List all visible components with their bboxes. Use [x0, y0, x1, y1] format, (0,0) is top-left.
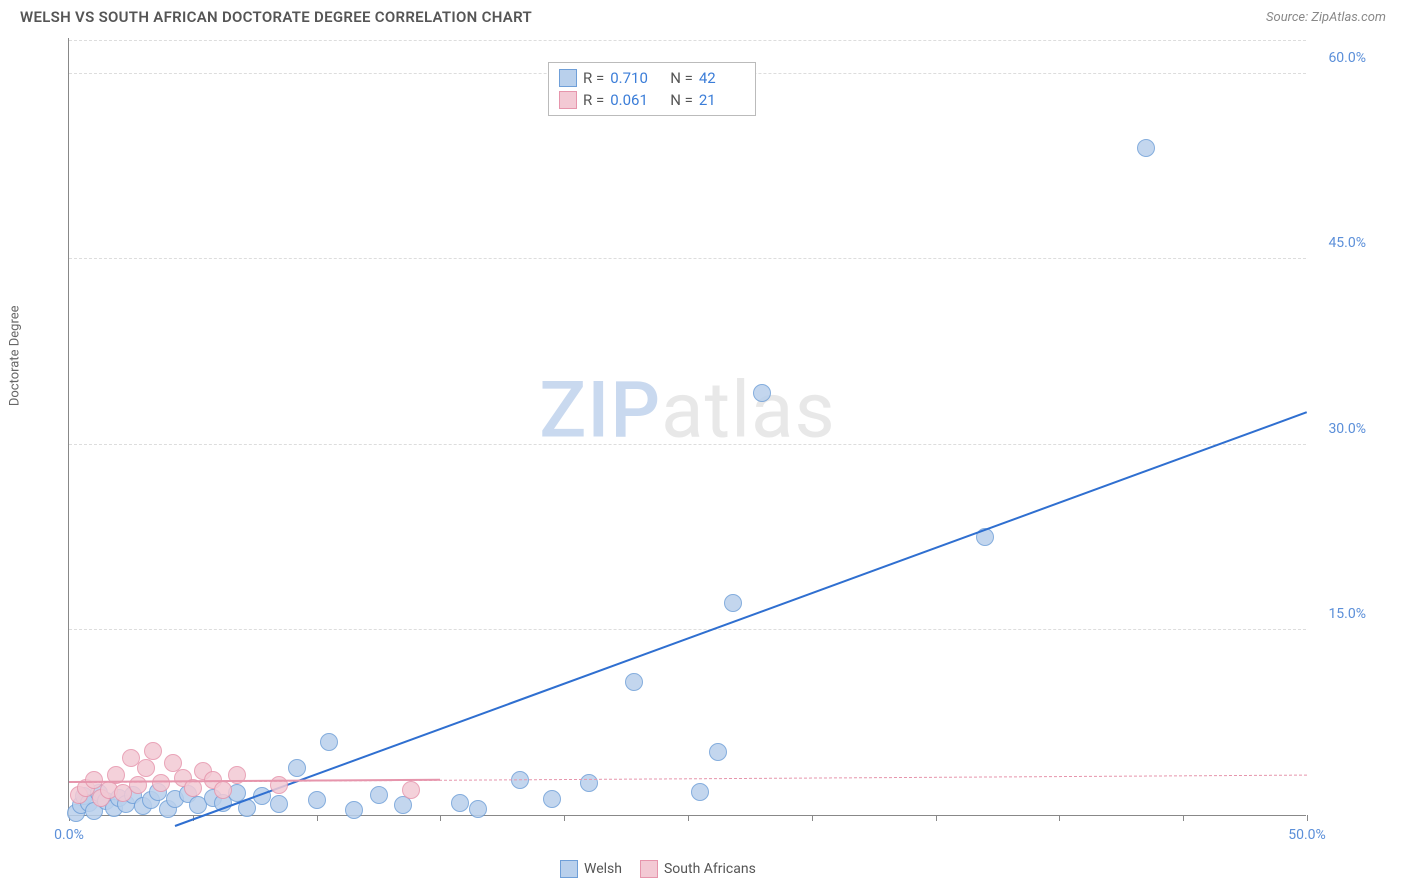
- data-point: [709, 743, 727, 761]
- legend-series: Welsh South Africans: [560, 860, 756, 878]
- trend-line: [69, 779, 440, 783]
- y-tick-label: 60.0%: [1328, 50, 1366, 66]
- x-tick-label: 0.0%: [54, 827, 84, 843]
- data-point: [129, 776, 147, 794]
- x-tick: [564, 815, 565, 821]
- data-point: [1137, 139, 1155, 157]
- legend-r-label: R =: [583, 69, 604, 87]
- legend-swatch: [559, 91, 577, 109]
- data-point: [288, 759, 306, 777]
- x-tick: [440, 815, 441, 821]
- data-point: [370, 786, 388, 804]
- legend-correlation-row: R = 0.710 N = 42: [559, 67, 745, 89]
- x-tick: [317, 815, 318, 821]
- data-point: [144, 742, 162, 760]
- gridline: [69, 444, 1306, 445]
- y-tick-label: 30.0%: [1328, 421, 1366, 437]
- legend-n-value: 21: [699, 91, 745, 109]
- legend-n-label: N =: [670, 69, 693, 87]
- x-tick: [1059, 815, 1060, 821]
- y-tick-label: 15.0%: [1328, 606, 1366, 622]
- legend-series-label: Welsh: [584, 861, 622, 877]
- data-point: [214, 781, 232, 799]
- legend-r-label: R =: [583, 91, 604, 109]
- legend-series-item: Welsh: [560, 860, 622, 878]
- data-point: [308, 791, 326, 809]
- legend-series-label: South Africans: [664, 861, 756, 877]
- x-tick: [688, 815, 689, 821]
- x-tick: [1183, 815, 1184, 821]
- header: WELSH VS SOUTH AFRICAN DOCTORATE DEGREE …: [0, 0, 1406, 30]
- data-point: [753, 384, 771, 402]
- legend-correlation-row: R = 0.061 N = 21: [559, 89, 745, 111]
- data-point: [691, 783, 709, 801]
- legend-swatch: [559, 69, 577, 87]
- gridline: [69, 629, 1306, 630]
- x-tick: [812, 815, 813, 821]
- legend-series-item: South Africans: [640, 860, 756, 878]
- plot-area: ZIPatlas 15.0%30.0%45.0%60.0%0.0%50.0%: [68, 38, 1306, 816]
- y-axis-label: Doctorate Degree: [8, 305, 23, 406]
- legend-swatch: [640, 860, 658, 878]
- legend-r-value: 0.061: [610, 91, 656, 109]
- chart-title: WELSH VS SOUTH AFRICAN DOCTORATE DEGREE …: [20, 8, 532, 26]
- data-point: [469, 800, 487, 818]
- data-point: [625, 673, 643, 691]
- legend-correlation: R = 0.710 N = 42 R = 0.061 N = 21: [548, 62, 756, 116]
- x-tick: [936, 815, 937, 821]
- data-point: [152, 774, 170, 792]
- legend-swatch: [560, 860, 578, 878]
- data-point: [345, 801, 363, 819]
- data-point: [451, 794, 469, 812]
- legend-r-value: 0.710: [610, 69, 656, 87]
- data-point: [402, 781, 420, 799]
- data-point: [543, 790, 561, 808]
- data-point: [137, 759, 155, 777]
- data-point: [511, 771, 529, 789]
- data-point: [320, 733, 338, 751]
- trend-line: [175, 412, 1307, 828]
- x-tick-label: 50.0%: [1288, 827, 1326, 843]
- source-label: Source: ZipAtlas.com: [1266, 10, 1386, 25]
- data-point: [724, 594, 742, 612]
- y-tick-label: 45.0%: [1328, 235, 1366, 251]
- data-point: [270, 795, 288, 813]
- legend-n-label: N =: [670, 91, 693, 109]
- data-point: [580, 774, 598, 792]
- gridline: [69, 40, 1306, 41]
- x-tick: [1307, 815, 1308, 821]
- legend-n-value: 42: [699, 69, 745, 87]
- chart-area: Doctorate Degree ZIPatlas 15.0%30.0%45.0…: [20, 30, 1386, 868]
- gridline: [69, 258, 1306, 259]
